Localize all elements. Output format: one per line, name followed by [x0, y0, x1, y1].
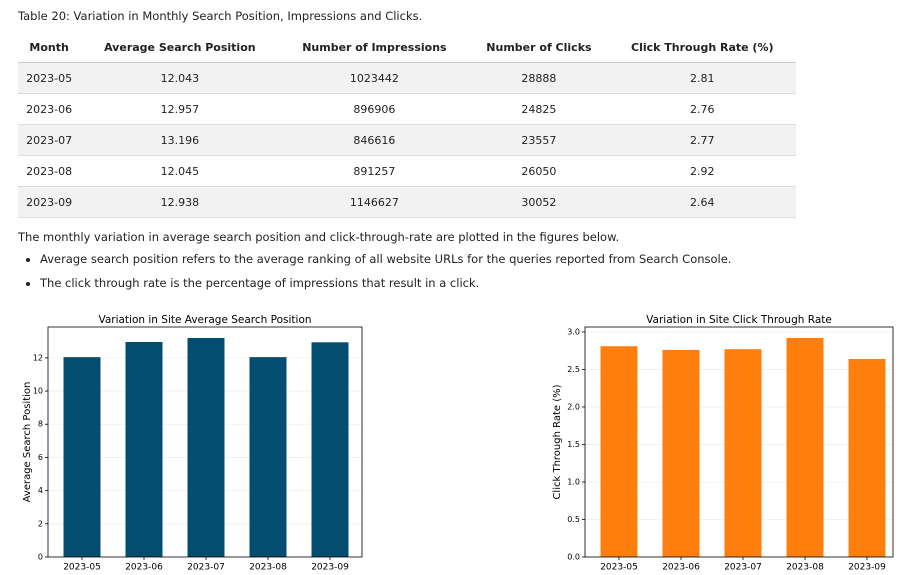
table-cell: 12.043 [80, 62, 280, 94]
x-tick-label: 2023-09 [311, 563, 349, 573]
y-tick-label: 4 [38, 486, 43, 495]
y-tick-label: 0 [38, 553, 43, 562]
y-tick-label: 1.0 [567, 477, 580, 486]
y-tick-label: 2 [38, 519, 43, 528]
bullet: Average search position refers to the av… [40, 252, 731, 266]
bar [786, 337, 824, 557]
table-cell: 2.76 [608, 93, 796, 125]
y-tick-label: 0.5 [567, 515, 580, 524]
table-cell: 2023-07 [18, 124, 81, 156]
x-tick-label: 2023-06 [125, 563, 163, 573]
table-cell: 2.77 [608, 124, 796, 156]
bullet-list: Average search position refers to the av… [22, 252, 731, 300]
y-tick-label: 2.0 [567, 402, 580, 411]
table-cell: 12.938 [80, 186, 280, 218]
x-tick-label: 2023-07 [724, 563, 762, 573]
x-tick-label: 2023-07 [187, 563, 225, 573]
bar [125, 341, 163, 557]
table-row: 2023-07 13.196 846616 23557 2.77 [18, 124, 796, 156]
x-tick-label: 2023-08 [249, 563, 287, 573]
y-tick-label: 3.0 [567, 327, 580, 336]
table-row: 2023-05 12.043 1023442 28888 2.81 [18, 62, 796, 94]
x-tick-label: 2023-06 [662, 563, 700, 573]
header-row: Month Average Search Position Number of Im… [18, 33, 796, 63]
y-axis-label: Click Through Rate (%) [552, 384, 563, 499]
table-cell: 891257 [279, 155, 470, 187]
column-header: Number of Impressions [279, 33, 470, 63]
column-header: Average Search Position [80, 33, 280, 63]
table-cell: 2.64 [608, 186, 796, 218]
table-row: 2023-09 12.938 1146627 30052 2.64 [18, 186, 796, 218]
table-cell: 2.81 [608, 62, 796, 94]
table-cell: 2.92 [608, 155, 796, 187]
axes-frame [47, 326, 363, 558]
table-cell: 24825 [469, 93, 609, 125]
table-cell: 2023-05 [18, 62, 81, 94]
bar [848, 358, 886, 557]
table-cell: 28888 [469, 62, 609, 94]
table-row: 2023-06 12.957 896906 24825 2.76 [18, 93, 796, 125]
table-cell: 2023-08 [18, 155, 81, 187]
column-header: Number of Clicks [469, 33, 609, 63]
table-row: 2023-08 12.045 891257 26050 2.92 [18, 155, 796, 187]
x-tick-label: 2023-09 [848, 563, 886, 573]
bar [63, 357, 101, 557]
data-table: Month Average Search Position Number of Im… [18, 33, 796, 218]
chart: Variation in Site Average Search Positio… [22, 314, 363, 573]
y-tick-label: 6 [38, 453, 43, 462]
chart-title: Variation in Site Average Search Positio… [98, 314, 311, 326]
bar [187, 338, 225, 557]
y-tick-label: 12 [33, 353, 43, 362]
chart: Variation in Site Click Through Rate Clic… [552, 314, 894, 573]
y-tick-label: 10 [33, 387, 43, 396]
column-header: Month [18, 33, 81, 63]
table-cell: 2023-09 [18, 186, 81, 218]
x-tick-label: 2023-05 [63, 563, 101, 573]
table-cell: 12.957 [80, 93, 280, 125]
table-cell: 12.045 [80, 155, 280, 187]
table-cell: 30052 [469, 186, 609, 218]
bar [724, 349, 762, 557]
column-header: Click Through Rate (%) [608, 33, 796, 63]
y-tick-label: 8 [38, 420, 43, 429]
table-cell: 1023442 [279, 62, 470, 94]
y-tick-label: 1.5 [567, 440, 580, 449]
chart-title: Variation in Site Click Through Rate [646, 314, 832, 326]
bar [249, 357, 287, 557]
table-cell: 2023-06 [18, 93, 81, 125]
table-cell: 23557 [469, 124, 609, 156]
table-cell: 846616 [279, 124, 470, 156]
table-cell: 1146627 [279, 186, 470, 218]
bullet: The click through rate is the percentage… [40, 276, 731, 290]
y-tick-label: 0.0 [567, 553, 580, 562]
x-tick-label: 2023-05 [600, 563, 638, 573]
bar [311, 342, 349, 557]
table-cell: 13.196 [80, 124, 280, 156]
table-cell: 896906 [279, 93, 470, 125]
bar [662, 349, 700, 557]
bar [600, 346, 638, 557]
table-cell: 26050 [469, 155, 609, 187]
y-tick-label: 2.5 [567, 365, 580, 374]
caption: Table 20: Variation in Monthly Search Po… [18, 9, 423, 23]
axes-frame [584, 326, 894, 558]
paragraph: The monthly variation in average search … [18, 230, 620, 244]
x-tick-label: 2023-08 [786, 563, 824, 573]
y-axis-label: Average Search Position [22, 382, 33, 503]
